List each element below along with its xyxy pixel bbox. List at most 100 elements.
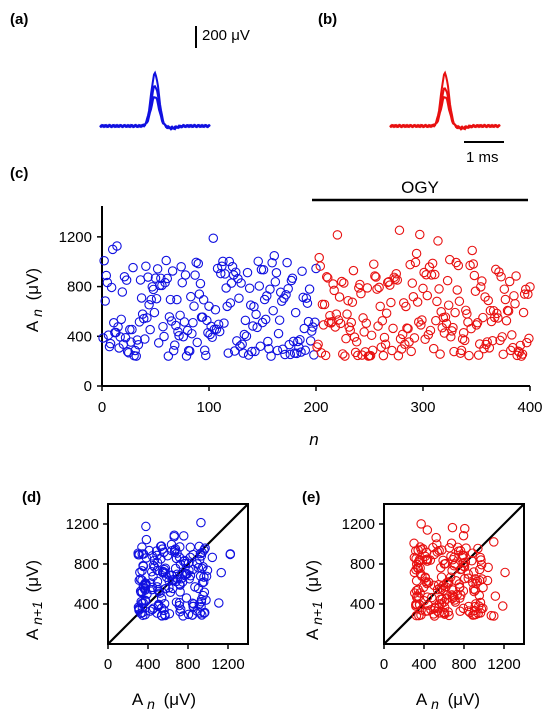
- panel-c-point: [423, 329, 434, 340]
- panel-c-point: [328, 279, 338, 289]
- panel-c-point: [374, 282, 384, 293]
- panel-e-point: [498, 601, 508, 611]
- panel-c-point: [157, 280, 167, 291]
- panel-c-point: [173, 326, 183, 337]
- panel-c-point: [149, 307, 160, 318]
- panel-c-point: [377, 316, 388, 326]
- panel-c-point: [385, 280, 395, 290]
- panel-c-point: [263, 336, 273, 347]
- panel-c-point: [446, 332, 456, 342]
- panel-d-ytick-label: 1200: [66, 516, 99, 533]
- panel-c-point: [375, 301, 385, 312]
- panel-c-point: [240, 315, 251, 326]
- panel-d-ylabel: A n+1 (μV): [23, 560, 45, 640]
- panel-label-d: (d): [22, 489, 41, 506]
- waveform-b-trace-0: [389, 70, 501, 131]
- panel-c-point: [265, 284, 275, 295]
- panel-c-point: [411, 248, 422, 259]
- panel-c-point: [140, 334, 150, 344]
- panel-c-point: [485, 305, 496, 316]
- panel-e-xtick-label: 0: [380, 656, 388, 673]
- panel-e-point: [439, 597, 450, 607]
- panel-d-point: [201, 571, 212, 582]
- panel-c-point: [511, 271, 521, 281]
- panel-e-point: [452, 542, 463, 553]
- panel-c-point: [179, 317, 190, 327]
- panel-d-point: [169, 547, 180, 557]
- panel-d-points: [133, 517, 236, 621]
- panel-e-point: [458, 586, 469, 596]
- panel-c-point: [362, 283, 373, 293]
- panel-c-point: [248, 321, 258, 331]
- panel-e-point: [416, 519, 426, 529]
- panel-d-frame: [107, 503, 249, 645]
- panel-e-point: [429, 611, 440, 621]
- panel-e-point: [470, 599, 481, 609]
- panel-c-point: [480, 292, 490, 302]
- panel-c-point: [487, 335, 498, 346]
- panel-c-point: [483, 295, 494, 306]
- panel-e-point: [411, 576, 422, 586]
- panel-c-point: [167, 266, 178, 276]
- panel-c-point: [242, 267, 253, 278]
- panel-c-point: [524, 333, 534, 344]
- panel-c-point: [214, 326, 225, 337]
- panel-c-point: [273, 328, 284, 339]
- panel-c-point: [482, 337, 492, 347]
- panel-c-point: [350, 347, 361, 358]
- panel-c-point: [199, 345, 210, 356]
- panel-e-point: [420, 572, 431, 582]
- panel-c-point: [184, 346, 195, 356]
- panel-c-point: [401, 301, 411, 312]
- panel-label-a: (a): [10, 11, 28, 28]
- waveform-b-trace-1: [389, 87, 501, 130]
- panel-e-point: [434, 608, 444, 618]
- panel-d-point: [216, 567, 226, 578]
- panel-e-point: [434, 583, 445, 593]
- panel-c-point: [266, 351, 276, 361]
- panel-d-ytick-label: 800: [74, 556, 99, 573]
- panel-d-point: [140, 579, 151, 590]
- panel-c-point: [519, 289, 530, 299]
- panel-d-point: [225, 549, 235, 560]
- panel-c-point: [403, 323, 413, 334]
- panel-c-point: [152, 264, 163, 274]
- panel-c-point: [499, 284, 510, 294]
- panel-d-xtick-label: 0: [104, 656, 112, 673]
- panel-c-point: [159, 331, 169, 342]
- panel-c-point: [467, 245, 477, 256]
- panel-d-point: [147, 551, 157, 561]
- panel-d-point: [178, 556, 189, 567]
- panel-c-point: [416, 320, 426, 330]
- panel-c-point: [301, 293, 312, 303]
- panel-d-point: [140, 596, 150, 606]
- panel-label-e: (e): [302, 489, 320, 506]
- panel-c-point: [247, 346, 257, 357]
- panel-c-point: [510, 298, 520, 309]
- panel-c-point: [332, 230, 343, 240]
- panel-c-point: [186, 291, 196, 302]
- panel-c-point: [278, 344, 288, 354]
- panel-e-point: [473, 543, 483, 554]
- panel-c-point: [516, 351, 527, 361]
- panel-label-b: (b): [318, 11, 337, 28]
- panel-e-point: [442, 577, 452, 588]
- panel-c-point: [287, 273, 298, 284]
- panel-c-point: [500, 294, 511, 305]
- panel-c-point: [116, 314, 127, 325]
- panel-e-point: [409, 538, 419, 549]
- panel-e-point: [459, 573, 470, 584]
- panel-c-point: [346, 317, 357, 328]
- panel-c-point: [394, 225, 405, 236]
- panel-c-point: [396, 344, 407, 354]
- panel-c-point: [219, 318, 229, 328]
- panel-c-point: [237, 339, 247, 349]
- panel-d-point: [171, 576, 181, 587]
- panel-d-xlabel-sub: n: [147, 696, 155, 712]
- panel-c-point: [378, 350, 389, 361]
- panel-c-point: [313, 339, 323, 350]
- panel-e-point: [428, 542, 438, 553]
- panel-c-point: [191, 257, 201, 268]
- panel-c-point: [340, 351, 350, 361]
- panel-c-point: [392, 275, 403, 285]
